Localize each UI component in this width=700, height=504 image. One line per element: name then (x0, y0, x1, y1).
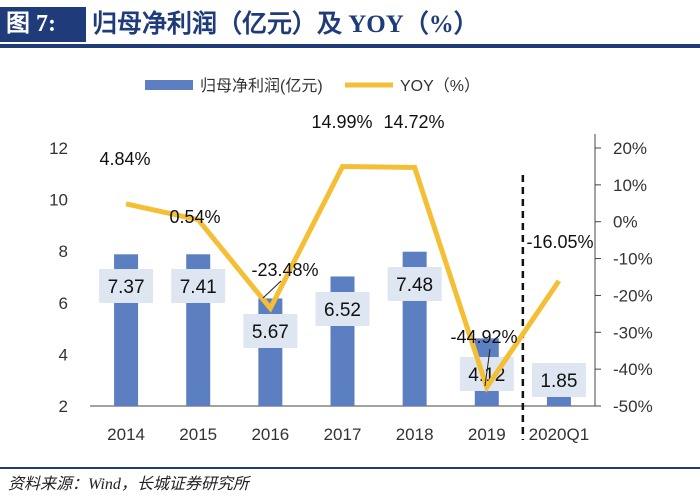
x-tick-label: 2017 (324, 425, 362, 444)
profit-yoy-chart: 归母净利润(亿元) YOY（%） 2 4 6 8 10 12 -50% -40% -30% -20% -… (49, 77, 653, 444)
leader-line (262, 280, 282, 299)
legend-bar-swatch (145, 80, 193, 90)
right-tick-label: -20% (613, 286, 653, 305)
yoy-value-label: -23.48% (251, 260, 318, 280)
x-tick-label: 2015 (179, 425, 217, 444)
leader-line (484, 348, 491, 387)
figure-title: 归母净利润（亿元）及 YOY（%） (92, 11, 479, 38)
left-tick-label: 6 (59, 294, 68, 313)
x-tick-label: 2014 (107, 425, 145, 444)
yoy-value-label: 14.72% (383, 112, 444, 132)
bar-value-label: 7.37 (108, 277, 145, 298)
right-tick-label: 20% (613, 139, 647, 158)
title-bar: 图 7: 归母净利润（亿元）及 YOY（%） (0, 0, 700, 48)
bar-value-label: 1.85 (540, 371, 577, 392)
right-tick-label: -10% (613, 250, 653, 269)
source-note: 资料来源：Wind，长城证券研究所 (8, 476, 249, 493)
bar-value-label: 7.41 (180, 277, 217, 298)
bar-label-box (99, 269, 154, 303)
bar-label-box (171, 269, 226, 303)
yoy-value-label: -16.05% (526, 232, 593, 252)
x-tick-label: 2020Q1 (529, 425, 590, 444)
bar-value-label: 6.52 (324, 300, 361, 321)
bar-value-label: 5.67 (252, 322, 289, 343)
left-tick-label: 8 (59, 242, 68, 261)
left-tick-label: 12 (49, 139, 68, 158)
yoy-value-label: -44.92% (450, 327, 517, 347)
bar (546, 396, 571, 406)
bar-label-box (243, 314, 298, 348)
left-tick-label: 4 (59, 345, 68, 364)
footer-divider (0, 467, 700, 469)
x-tick-label: 2016 (251, 425, 289, 444)
bar-label-box (531, 363, 586, 397)
bar-value-label: 7.48 (396, 275, 433, 296)
x-tick-label: 2019 (468, 425, 506, 444)
right-tick-label: 0% (613, 213, 638, 232)
left-tick-label: 10 (49, 191, 68, 210)
yoy-line (125, 163, 561, 393)
right-tick-label: -30% (613, 323, 653, 342)
yoy-value-label: 0.54% (169, 207, 220, 227)
legend-line-label: YOY（%） (400, 77, 480, 95)
yoy-value-label: 14.99% (311, 112, 372, 132)
x-tick-label: 2018 (396, 425, 434, 444)
right-tick-label: -50% (613, 397, 653, 416)
bar-label-box (315, 292, 370, 326)
figure-label: 图 7: (0, 7, 86, 42)
right-tick-label: -40% (613, 360, 653, 379)
legend-bar-label: 归母净利润(亿元) (200, 77, 323, 95)
bar-label-box (387, 267, 442, 301)
left-tick-label: 2 (59, 397, 68, 416)
right-tick-label: 10% (613, 176, 647, 195)
yoy-value-label: 4.84% (99, 149, 150, 169)
